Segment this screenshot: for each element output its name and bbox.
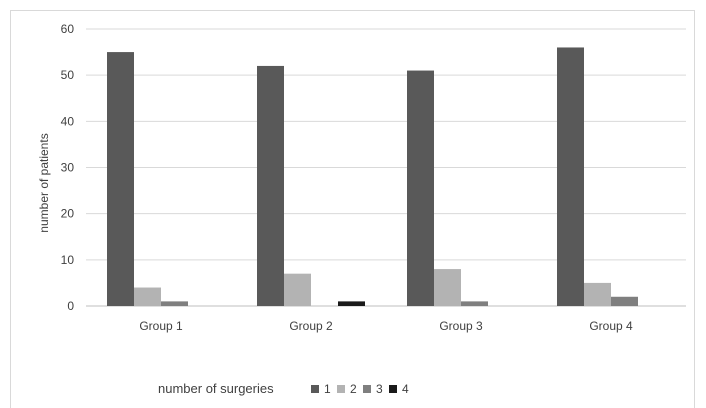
x-tick-label: Group 4 [589,319,633,333]
bar-group-2-series-2 [284,273,311,306]
bar-group-4-series-2 [584,282,611,306]
bar-group-3-series-2 [434,269,461,306]
bar-group-2-series-1 [257,65,284,306]
legend-label-1: 1 [324,382,331,396]
gridlines [86,28,686,307]
y-tick-label: 60 [61,22,75,36]
bar-group-3-series-1 [407,70,434,306]
bar-group-1-series-1 [107,52,134,307]
y-tick-label: 0 [67,299,74,313]
legend-label-2: 2 [350,382,357,396]
legend-label-4: 4 [402,382,409,396]
y-tick-label: 40 [61,114,75,128]
legend-swatch-2 [337,385,345,393]
x-tick-label: Group 3 [439,319,483,333]
bar-group-1-series-3 [161,301,188,306]
y-tick-label: 50 [61,68,75,82]
y-axis-tick-labels: 0 10 20 30 40 50 60 [61,22,75,313]
bar-group-2-series-4 [338,301,365,306]
y-tick-label: 20 [61,207,75,221]
bar-group-1-series-2 [134,287,161,306]
legend-swatch-1 [311,385,319,393]
legend-swatch-3 [363,385,371,393]
x-tick-label: Group 2 [289,319,333,333]
y-axis-label: number of patients [37,133,51,232]
bar-group-3-series-3 [461,301,488,306]
legend-label-3: 3 [376,382,383,396]
bars [107,47,638,307]
legend: number of surgeries 1 2 3 4 [158,381,409,396]
bar-group-4-series-1 [557,47,584,306]
legend-swatch-4 [389,385,397,393]
bar-group-4-series-3 [611,296,638,306]
legend-title: number of surgeries [158,381,274,396]
x-tick-label: Group 1 [139,319,183,333]
y-tick-label: 10 [61,253,75,267]
x-axis-tick-labels: Group 1 Group 2 Group 3 Group 4 [139,319,633,333]
y-tick-label: 30 [61,161,75,175]
